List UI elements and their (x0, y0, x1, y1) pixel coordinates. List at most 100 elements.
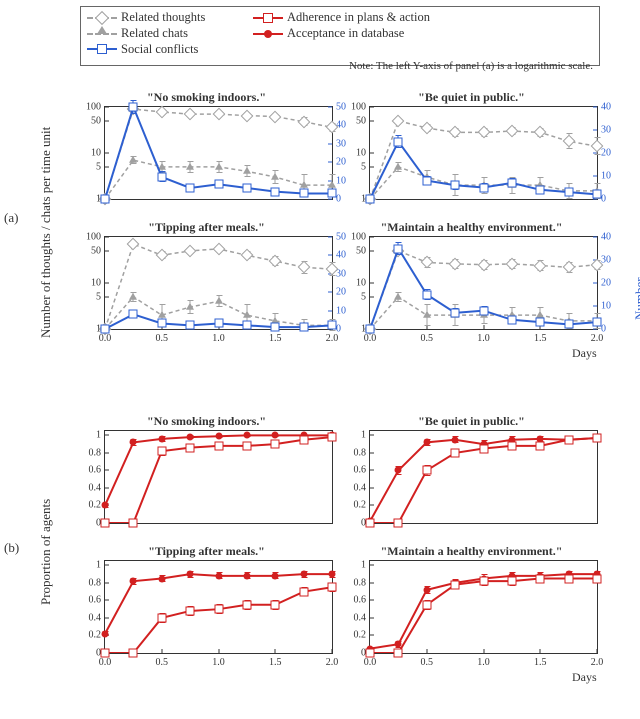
yaxis-label-a-left: Number of thoughts / chats per time unit (38, 127, 54, 338)
series-layer (370, 561, 597, 653)
panel-title: "Maintain a healthy environment." (339, 544, 604, 559)
data-point (101, 649, 110, 658)
tick-label: 5 (96, 291, 101, 302)
data-point (507, 178, 516, 187)
tick-label: 1.5 (269, 333, 282, 344)
data-point (157, 172, 166, 181)
tick-label: 10 (91, 278, 101, 289)
panel-title: "Be quiet in public." (339, 90, 604, 105)
data-point (271, 440, 280, 449)
data-point (129, 103, 138, 112)
data-point (422, 466, 431, 475)
data-point (564, 188, 573, 197)
data-point (242, 321, 251, 330)
data-point (394, 244, 403, 253)
tick-label: 0.5 (421, 657, 434, 668)
tick-label: 5 (361, 161, 366, 172)
data-point (271, 600, 280, 609)
data-point (271, 323, 280, 332)
tick-label: 0.4 (354, 612, 367, 623)
tick-label: 40 (601, 102, 611, 113)
panel-title: "No smoking indoors." (74, 90, 339, 105)
tick-label: 1.0 (212, 657, 225, 668)
data-point (186, 321, 195, 330)
data-point (536, 318, 545, 327)
tick-label: 1.5 (534, 657, 547, 668)
series-layer (370, 237, 597, 329)
legend-label: Social conflicts (121, 43, 198, 57)
tick-label: 10 (601, 171, 611, 182)
tick-label: 2.0 (591, 657, 604, 668)
tick-label: 0.4 (89, 612, 102, 623)
tick-label: 40 (601, 232, 611, 243)
tick-label: 30 (601, 125, 611, 136)
data-point (271, 187, 280, 196)
tick-label: 0.8 (89, 577, 102, 588)
data-point (394, 137, 403, 146)
data-point (593, 190, 602, 199)
panel-b-2: "Tipping after meals."00.20.40.60.810.00… (74, 542, 339, 672)
plot-box: 00.20.40.60.81 (104, 430, 333, 524)
plot-box: 151050100010203040 (369, 106, 598, 200)
tick-label: 1.5 (534, 333, 547, 344)
tick-label: 50 (91, 115, 101, 126)
tick-label: 5 (96, 161, 101, 172)
data-point (101, 325, 110, 334)
legend-label: Acceptance in database (287, 27, 404, 41)
tick-label: 10 (601, 301, 611, 312)
xaxis-days-b: Days (572, 670, 597, 685)
data-point (593, 318, 602, 327)
data-point (328, 583, 337, 592)
tick-label: 1 (361, 560, 366, 571)
tick-label: 1.0 (477, 333, 490, 344)
tick-label: 1.0 (477, 657, 490, 668)
data-point (186, 183, 195, 192)
tick-label: 0.0 (99, 657, 112, 668)
data-point (214, 441, 223, 450)
tick-label: 20 (601, 278, 611, 289)
tick-label: 20 (601, 148, 611, 159)
data-point (242, 600, 251, 609)
tick-label: 100 (351, 232, 366, 243)
data-point (299, 435, 308, 444)
panel-a-2: "Tipping after meals."151050100010203040… (74, 218, 339, 348)
tick-label: 0.4 (354, 482, 367, 493)
tick-label: 0.6 (89, 595, 102, 606)
data-point (593, 434, 602, 443)
data-point (451, 181, 460, 190)
plot-box: 00.20.40.60.810.00.51.01.52.0 (104, 560, 333, 654)
data-point (242, 183, 251, 192)
panel-title: "Be quiet in public." (339, 414, 604, 429)
data-point (157, 319, 166, 328)
legend-item: Related thoughts (87, 11, 247, 25)
series-layer (370, 107, 597, 199)
data-point (328, 433, 337, 442)
tick-label: 1 (96, 560, 101, 571)
legend-item: Related chats (87, 27, 247, 41)
data-point (186, 443, 195, 452)
tick-label: 0.2 (354, 500, 367, 511)
data-point (479, 183, 488, 192)
data-point (422, 176, 431, 185)
panel-title: "No smoking indoors." (74, 414, 339, 429)
xaxis-days-a: Days (572, 346, 597, 361)
tick-label: 100 (86, 102, 101, 113)
data-point (101, 519, 110, 528)
tick-label: 50 (356, 115, 366, 126)
tick-label: 0.2 (89, 630, 102, 641)
tick-label: 0.2 (354, 630, 367, 641)
data-point (242, 441, 251, 450)
legend-label: Related chats (121, 27, 188, 41)
data-point (101, 195, 110, 204)
data-point (366, 195, 375, 204)
panel-a-3: "Maintain a healthy environment."1510501… (339, 218, 604, 348)
tick-label: 0.8 (354, 447, 367, 458)
tick-label: 100 (351, 102, 366, 113)
data-point (451, 448, 460, 457)
figure-root: Related thoughtsAdherence in plans & act… (0, 0, 640, 719)
legend-box: Related thoughtsAdherence in plans & act… (80, 6, 600, 66)
data-point (157, 613, 166, 622)
data-point (129, 310, 138, 319)
tick-label: 50 (91, 245, 101, 256)
plot-box: 00.20.40.60.81 (369, 430, 598, 524)
